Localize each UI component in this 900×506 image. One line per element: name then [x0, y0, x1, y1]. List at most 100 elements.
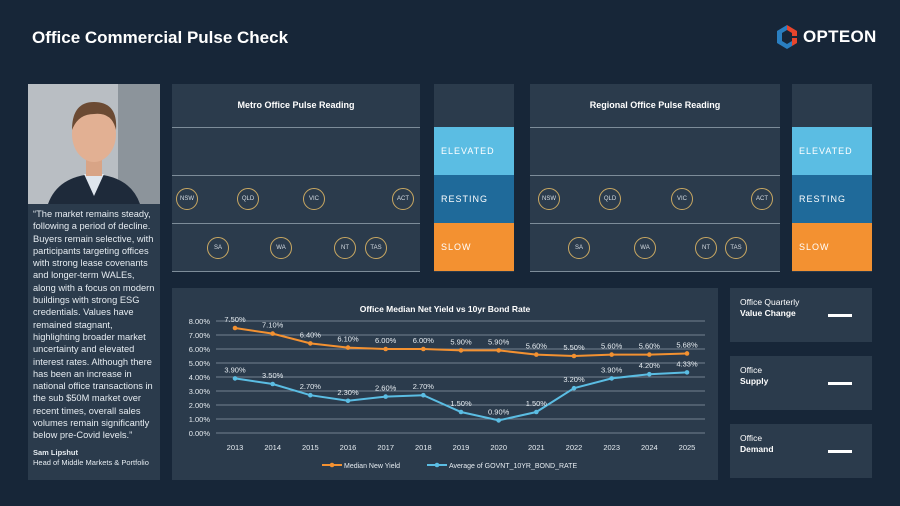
level-resting: RESTING — [434, 175, 514, 223]
y-tick-label: 7.00% — [189, 331, 211, 340]
legend-marker — [329, 462, 335, 468]
y-tick-label: 1.00% — [189, 415, 211, 424]
y-tick-label: 6.00% — [189, 345, 211, 354]
legend-label: Average of GOVNT_10YR_BOND_RATE — [449, 463, 577, 470]
data-label: 6.00% — [413, 336, 435, 345]
data-label: 0.90% — [488, 407, 510, 416]
data-point — [383, 394, 388, 399]
level-resting: RESTING — [792, 175, 872, 223]
data-point — [458, 409, 464, 415]
level-slow: SLOW — [434, 223, 514, 271]
neutral-dash-icon — [828, 314, 852, 317]
level-elevated: ELEVATED — [792, 127, 872, 175]
data-point — [308, 392, 313, 398]
state-badge-vic: VIC — [303, 188, 325, 210]
data-point — [609, 376, 614, 381]
data-label: 7.10% — [262, 321, 284, 330]
data-label: 5.50% — [563, 343, 585, 352]
x-tick-label: 2020 — [490, 443, 507, 452]
state-badge-act: ACT — [751, 188, 773, 210]
regional-pulse-title: Regional Office Pulse Reading — [589, 100, 721, 110]
state-badge-nsw: NSW — [538, 188, 560, 210]
x-tick-label: 2021 — [528, 443, 545, 452]
data-point — [647, 352, 652, 357]
level-elevated: ELEVATED — [434, 127, 514, 175]
data-label: 4.20% — [639, 361, 661, 370]
state-badge-wa: WA — [270, 237, 292, 259]
page-title: Office Commercial Pulse Check — [32, 28, 289, 47]
legend-label: Median New Yield — [344, 463, 400, 470]
state-badge-vic: VIC — [671, 188, 693, 210]
opteon-logo-icon — [777, 25, 797, 49]
indicator-demand: Office Demand — [730, 424, 872, 478]
data-point — [383, 346, 388, 352]
indicator-label: Office — [740, 433, 763, 443]
x-tick-label: 2024 — [641, 443, 658, 452]
y-tick-label: 3.00% — [189, 387, 211, 396]
opteon-logo: OPTEON — [775, 24, 877, 50]
quote-author: Sam Lipshut — [33, 447, 79, 457]
state-badge-tas: TAS — [365, 237, 387, 259]
data-label: 5.60% — [639, 342, 661, 351]
level-slow: SLOW — [792, 223, 872, 271]
data-point — [609, 352, 614, 357]
indicator-value-change: Office Quarterly Value Change — [730, 288, 872, 342]
x-tick-label: 2018 — [415, 443, 432, 452]
data-label: 2.70% — [300, 382, 322, 391]
data-point — [345, 345, 351, 350]
data-label: 5.60% — [526, 342, 548, 351]
data-label: 2.70% — [413, 382, 435, 391]
x-tick-label: 2019 — [453, 443, 470, 452]
y-tick-label: 2.00% — [189, 401, 211, 410]
metro-level-scale: ELEVATED RESTING SLOW — [434, 84, 514, 272]
state-badge-sa: SA — [207, 237, 229, 259]
yield-chart: Office Median Net Yield vs 10yr Bond Rat… — [189, 304, 705, 470]
data-label: 3.50% — [262, 371, 284, 380]
data-label: 5.68% — [676, 340, 698, 349]
data-label: 1.50% — [450, 399, 472, 408]
state-badge-qld: QLD — [237, 188, 259, 210]
data-label: 5.90% — [450, 337, 472, 346]
x-tick-label: 2017 — [377, 443, 394, 452]
x-tick-label: 2016 — [340, 443, 357, 452]
data-point — [496, 418, 501, 423]
data-label: 4.33% — [676, 359, 698, 368]
neutral-dash-icon — [828, 450, 852, 453]
y-tick-label: 5.00% — [189, 359, 211, 368]
x-tick-label: 2025 — [679, 443, 696, 452]
data-point — [571, 385, 577, 391]
author-photo — [28, 84, 160, 204]
indicator-label-bold: Supply — [740, 376, 769, 386]
data-point — [232, 376, 238, 381]
yield-chart-panel: Office Median Net Yield vs 10yr Bond Rat… — [172, 288, 718, 480]
data-label: 3.90% — [601, 365, 623, 374]
state-badge-nt: NT — [334, 237, 356, 259]
data-label: 6.40% — [300, 330, 322, 339]
data-point — [232, 325, 238, 331]
data-label: 6.00% — [375, 336, 397, 345]
y-tick-label: 4.00% — [189, 373, 211, 382]
data-label: 2.30% — [337, 388, 359, 397]
state-badge-tas: TAS — [725, 237, 747, 259]
data-point — [684, 370, 690, 375]
state-badge-sa: SA — [568, 237, 590, 259]
data-label: 3.90% — [224, 365, 246, 374]
state-badge-nt: NT — [695, 237, 717, 259]
data-label: 1.50% — [526, 399, 548, 408]
y-tick-label: 0.00% — [189, 429, 211, 438]
logo-text: OPTEON — [803, 27, 877, 46]
x-tick-label: 2023 — [603, 443, 620, 452]
indicator-label: Office — [740, 365, 763, 375]
data-point — [534, 352, 539, 357]
metro-pulse-title: Metro Office Pulse Reading — [237, 100, 355, 110]
data-point — [534, 409, 539, 415]
data-point — [308, 341, 313, 346]
data-point — [684, 351, 690, 356]
quote-panel: “The market remains steady, following a … — [28, 204, 160, 480]
quote-text: “The market remains steady, following a … — [33, 209, 155, 441]
data-label: 6.10% — [337, 335, 359, 344]
state-badge-nsw: NSW — [176, 188, 198, 210]
data-label: 3.20% — [563, 375, 585, 384]
x-tick-label: 2013 — [227, 443, 244, 452]
data-point — [421, 346, 426, 352]
